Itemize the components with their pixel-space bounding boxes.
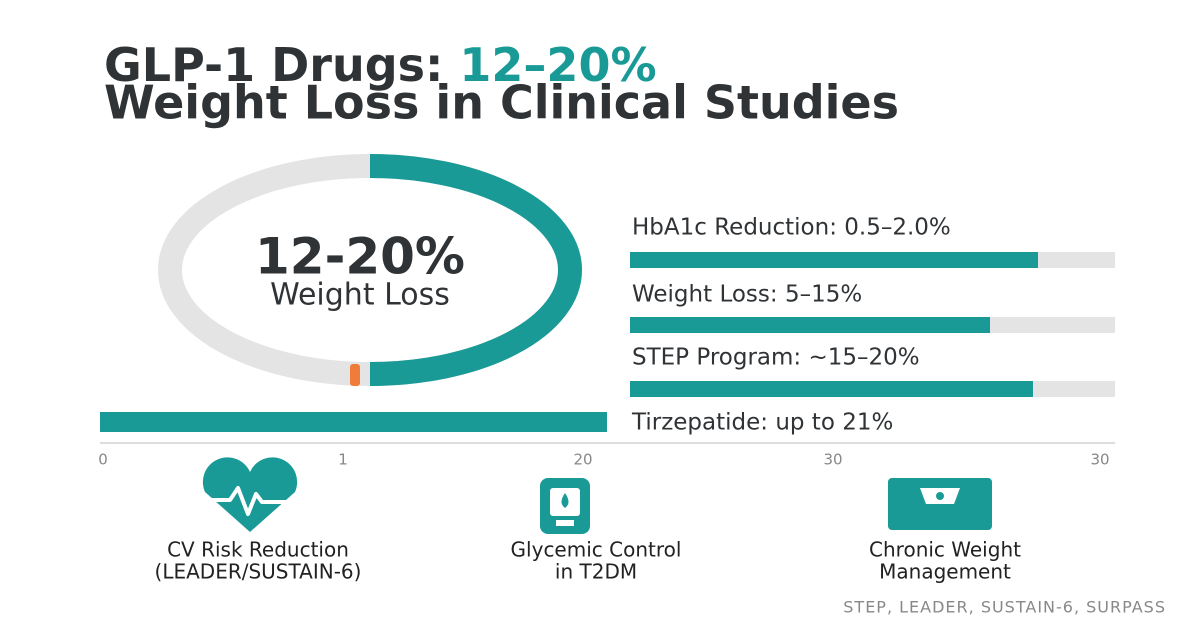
tick-label: 20 [573,451,592,469]
device-icon [540,478,590,534]
bar [630,381,1033,397]
title-highlight: 12–20% [459,38,656,92]
bar-label: HbA1c Reduction: 0.5–2.0% [632,215,951,241]
feature-label: Glycemic Control [511,538,682,562]
feature-label: in T2DM [555,560,637,584]
bar-label: Weight Loss: 5–15% [632,282,862,308]
donut-arc [369,154,582,386]
bar [630,252,1038,268]
donut-value: 12-20% [255,228,465,286]
title-prefix: GLP-1 Drugs: [104,38,443,92]
tick-label: 30 [1090,451,1109,469]
feature-label: (LEADER/SUSTAIN-6) [155,560,362,584]
donut-marker [350,364,360,386]
feature-label: CV Risk Reduction [167,538,349,562]
bar [630,317,990,333]
bar [100,412,607,432]
title-line2: Weight Loss in Clinical Studies [104,76,899,130]
title-line1: GLP-1 Drugs: 12–20% [104,38,657,92]
tick-label: 1 [338,451,348,469]
donut: 12-20% Weight Loss [158,154,582,386]
donut-label: Weight Loss [270,278,450,313]
scale-icon [888,478,992,530]
footer: STEP, LEADER, SUSTAIN-6, SURPASS [843,598,1166,617]
bar-label: Tirzepatide: up to 21% [631,410,893,436]
feature-label: Chronic Weight [869,538,1021,562]
heart-icon [202,457,298,532]
tick-label: 30 [823,451,842,469]
tick-label: 0 [98,451,108,469]
feature-label: Management [879,560,1011,584]
bar-label: STEP Program: ~15–20% [632,345,920,371]
